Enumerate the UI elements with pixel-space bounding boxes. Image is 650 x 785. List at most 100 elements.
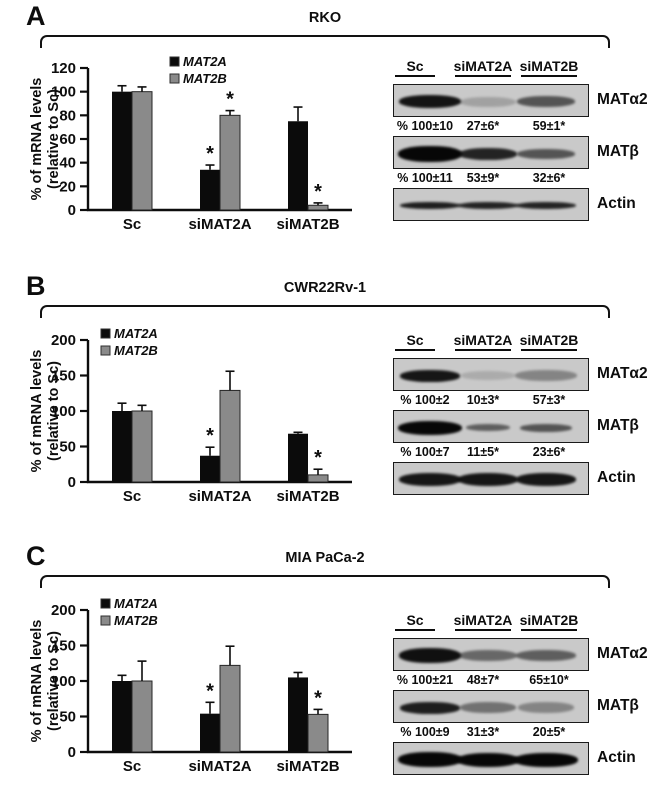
blot-band [459,650,517,661]
panel-bracket [40,35,610,48]
blot-band [514,752,578,767]
significance-asterisk: * [206,425,214,447]
mrna-bar-chart: 0 50 100 150 200 % of mRNA levels (relative to… [0,582,372,782]
bar-MAT2B [307,204,329,211]
panel-letter: B [26,271,46,301]
blot-band [399,473,461,486]
blot-band [516,202,576,209]
blot-quant-value: % 100±7 [400,445,450,459]
blot-lane-label: siMAT2A [453,612,513,628]
blot-band [520,423,572,432]
blot-row-label: MATβ [597,143,639,160]
blot-quant-value: 53±9* [466,171,500,185]
blot-band [515,370,577,381]
blot-lane-underline [521,349,577,352]
legend-swatch-MAT2B [100,345,111,356]
blot-quant-value: 20±5* [532,725,566,739]
blot-band [458,202,518,209]
blot-band [466,424,510,431]
blot-quant-value: 57±3* [532,393,566,407]
blot-quant-value: % 100±11 [397,171,453,185]
x-category-label: Sc [123,216,141,233]
blot-quant-value: 65±10* [529,673,569,687]
y-tick-label: 100 [51,673,76,690]
blot-lane-underline [455,75,511,78]
panel-title: CWR22Rv-1 [283,280,367,296]
y-tick-label: 50 [59,709,76,726]
blot-lane-label: siMAT2B [519,612,579,628]
bar-MAT2A [288,121,308,210]
blot-lane-underline [455,629,511,632]
legend-label: MAT2A [183,54,227,69]
y-tick-label: 0 [68,744,76,761]
bar-MAT2B [307,713,329,753]
blot-lane-underline [455,349,511,352]
blot-band [517,96,575,107]
significance-asterisk: * [226,89,234,111]
panel-letter: A [26,1,46,31]
bar-MAT2A [200,169,220,210]
western-blot: Sc siMAT2A siMAT2B MATα2 % 100±10 27±6* 59±1* M… [385,58,649,233]
y-axis-title: % of mRNA levels [29,78,45,201]
y-tick-label: 0 [68,474,76,491]
blot-strip [393,742,589,775]
bar-chart-svg: 0 50 100 150 200 % of mRNA levels (relative to… [29,596,352,775]
legend-swatch-MAT2A [100,328,111,339]
blot-band [516,473,576,486]
bar-MAT2A [288,433,308,482]
blot-band [399,95,461,108]
y-tick-label: 100 [51,84,76,101]
blot-band [459,147,517,160]
y-tick-label: 100 [51,403,76,420]
significance-asterisk: * [314,447,322,469]
y-tick-label: 120 [51,60,76,77]
y-axis-title: (relative to Sc) [46,89,62,189]
panel-a: A RKO 0 20 40 60 80 100 120 % of mRNA levels (re… [0,0,650,270]
bar-MAT2B [219,114,241,211]
legend-label: MAT2B [183,71,227,86]
blot-band [399,648,461,663]
blot-lane-underline [395,629,435,632]
blot-lane-label: siMAT2A [453,58,513,74]
western-blot: Sc siMAT2A siMAT2B MATα2 % 100±21 48±7* 65±10*… [385,612,649,785]
blot-band [516,650,576,661]
x-category-label: Sc [123,758,141,775]
blot-band [458,473,518,486]
blot-quant-value: 11±5* [467,445,499,459]
blot-band [398,752,462,767]
blot-row-label: MATα2 [597,365,648,382]
blot-quant-value: 27±6* [466,119,500,133]
y-axis-title: % of mRNA levels [29,350,45,473]
blot-quant-value: % 100±21 [396,673,454,687]
blot-band [518,702,574,713]
blot-strip [393,638,589,671]
bar-MAT2A [112,681,132,752]
blot-quant-value: 23±6* [532,445,566,459]
blot-lane-label: Sc [406,332,424,348]
blot-strip [393,410,589,443]
blot-row-label: MATα2 [597,645,648,662]
bar-MAT2B [131,410,153,483]
panel-letter: C [26,541,46,571]
blot-lane-label: siMAT2B [519,332,579,348]
y-tick-label: 150 [51,638,76,655]
y-tick-label: 20 [59,178,76,195]
blot-band [460,96,516,107]
western-blot: Sc siMAT2A siMAT2B MATα2 % 100±2 10±3* 57±3* MA… [385,332,649,507]
bar-MAT2B [219,389,241,483]
bar-MAT2B [219,664,241,753]
blot-lane-label: siMAT2B [519,58,579,74]
blot-quant-value: % 100±9 [400,725,450,739]
blot-lane-label: Sc [406,612,424,628]
x-category-label: siMAT2B [276,488,339,505]
blot-quant-value: 31±3* [466,725,500,739]
blot-quant-value: % 100±2 [400,393,450,407]
x-category-label: siMAT2A [188,216,251,233]
blot-strip [393,188,589,221]
y-tick-label: 50 [59,439,76,456]
bar-MAT2A [200,455,220,482]
panel-title: RKO [308,10,342,26]
bar-MAT2A [200,713,220,752]
blot-strip [393,136,589,169]
significance-asterisk: * [314,687,322,709]
